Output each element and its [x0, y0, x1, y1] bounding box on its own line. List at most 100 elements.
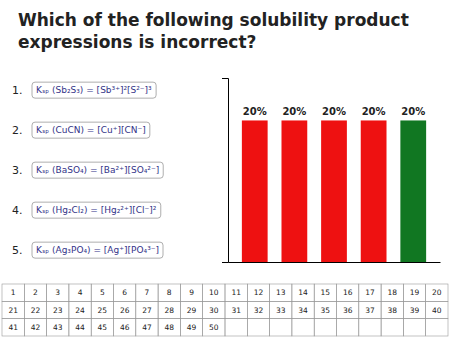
table-cell [136, 284, 158, 301]
table-cell [2, 284, 24, 301]
table-cell [91, 319, 113, 336]
table-cell [337, 284, 359, 301]
table-number: 21 [8, 306, 18, 315]
table-number: 49 [187, 323, 197, 332]
bar [361, 120, 387, 262]
annotation-box [32, 82, 156, 98]
table-number: 35 [321, 306, 331, 315]
annotations: 1.Kₛₚ (Sb₂S₃) = [Sb³⁺]²[S²⁻]³2.Kₛₚ (CuCN… [12, 82, 163, 258]
annotation-label: 5. [12, 244, 23, 257]
table-cell [403, 284, 425, 301]
table-cell [24, 301, 46, 318]
table-cell [292, 319, 314, 336]
table-cell [270, 301, 292, 318]
table-number: 3 [55, 288, 60, 297]
x-axis [229, 262, 441, 263]
table-cell [180, 301, 202, 318]
table-cell [426, 319, 448, 336]
data-label: 20% [282, 106, 306, 117]
bar [321, 120, 347, 262]
table-cell [136, 301, 158, 318]
table-number: 38 [387, 306, 397, 315]
table-cell [403, 319, 425, 336]
table-number: 28 [164, 306, 174, 315]
table-number: 34 [298, 306, 308, 315]
table-cell [359, 319, 381, 336]
table-cell [2, 301, 24, 318]
data-label: 20% [362, 106, 386, 117]
annotation-text: Kₛₚ (Hg₂Cl₂) = [Hg₂²⁺][Cl⁻]² [36, 205, 157, 215]
table-cell [203, 284, 225, 301]
table-number: 32 [254, 306, 264, 315]
table-number: 37 [365, 306, 375, 315]
table-cell [24, 319, 46, 336]
annotation-text: Kₛₚ (Sb₂S₃) = [Sb³⁺]²[S²⁻]³ [36, 85, 152, 95]
table-cell [403, 301, 425, 318]
table-cell [270, 319, 292, 336]
table-number: 13 [276, 288, 286, 297]
table-cell [158, 319, 180, 336]
table-number: 24 [75, 306, 85, 315]
bar [400, 120, 426, 262]
table-number: 40 [432, 306, 442, 315]
table-cell [203, 301, 225, 318]
annotation: 4. Kₛₚ (Hg₂Cl₂) = [Hg₂²⁺][Cl⁻]² [12, 202, 161, 218]
table-cell [91, 284, 113, 301]
data-labels: 20%20%20%20%20% [243, 106, 425, 117]
table-number: 36 [343, 306, 353, 315]
annotation-label: 4. [12, 204, 23, 217]
table-number: 5 [100, 288, 105, 297]
table-number: 12 [254, 288, 264, 297]
annotation-box [32, 162, 163, 178]
table-number: 17 [365, 288, 375, 297]
bar [281, 120, 307, 262]
table-number: 9 [189, 288, 194, 297]
title: Which of the following solubility produc… [18, 10, 415, 52]
title-line: expressions is incorrect? [18, 32, 256, 52]
table-cell [247, 301, 269, 318]
table-number: 4 [78, 288, 83, 297]
table-number: 26 [120, 306, 130, 315]
table-cell [203, 319, 225, 336]
table-cell [69, 284, 91, 301]
table-number: 10 [209, 288, 219, 297]
annotation-text: Kₛₚ (Ag₃PO₄) = [Ag⁺][PO₄³⁻] [36, 245, 159, 255]
table-number: 47 [142, 323, 152, 332]
table-cell [180, 319, 202, 336]
table-number: 25 [98, 306, 108, 315]
data-label: 20% [401, 106, 425, 117]
table-cell [225, 301, 247, 318]
table-number: 42 [31, 323, 41, 332]
table-cell [69, 301, 91, 318]
table-cell [314, 301, 336, 318]
table-cell [180, 284, 202, 301]
table-cell [314, 284, 336, 301]
number-table: 1234567891011121314151617181920212223242… [2, 284, 448, 336]
title-line: Which of the following solubility produc… [18, 10, 415, 30]
table-cell [426, 284, 448, 301]
annotation-box [32, 202, 161, 218]
annotation: 1.Kₛₚ (Sb₂S₃) = [Sb³⁺]²[S²⁻]³ [12, 82, 156, 98]
table-cell [69, 319, 91, 336]
table-cell [426, 301, 448, 318]
table-number: 20 [432, 288, 442, 297]
table-number: 50 [209, 323, 219, 332]
table-number: 6 [122, 288, 127, 297]
x-axis-line [229, 262, 441, 263]
table-cell [47, 319, 69, 336]
annotation-box [32, 122, 150, 138]
table-number: 43 [53, 323, 63, 332]
table-cell [270, 284, 292, 301]
table-cell [381, 319, 403, 336]
table-number: 27 [142, 306, 152, 315]
bar [242, 120, 268, 262]
table-cell [2, 319, 24, 336]
bars [242, 120, 426, 262]
table-number: 14 [298, 288, 308, 297]
table-number: 44 [75, 323, 85, 332]
table-cell [114, 301, 136, 318]
table-number: 31 [231, 306, 241, 315]
table-cell [359, 301, 381, 318]
table-cell [292, 301, 314, 318]
table-number: 29 [187, 306, 197, 315]
